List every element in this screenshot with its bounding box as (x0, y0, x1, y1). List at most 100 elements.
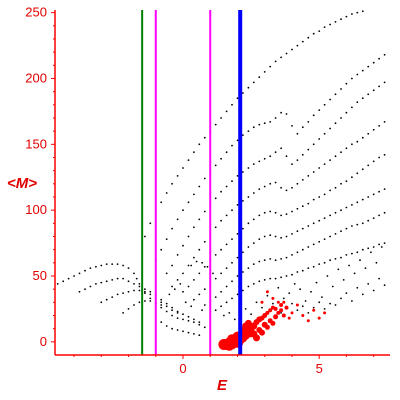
data-point (361, 69, 364, 72)
data-point (334, 155, 337, 158)
data-point (296, 309, 299, 312)
data-point (193, 151, 195, 154)
data-point (198, 323, 201, 326)
data-point (351, 225, 353, 227)
data-point (282, 297, 285, 300)
data-point (184, 301, 187, 304)
data-point (269, 155, 272, 158)
data-point (312, 143, 315, 146)
highlight-point (273, 314, 279, 320)
data-point (261, 306, 263, 309)
data-point (231, 103, 233, 106)
data-point (116, 293, 119, 296)
data-point (105, 298, 108, 301)
data-point (171, 327, 174, 330)
data-point (84, 269, 86, 272)
data-point (312, 265, 315, 268)
data-point (345, 206, 348, 209)
data-point (367, 247, 370, 250)
data-point (231, 238, 233, 241)
data-point (291, 163, 293, 166)
data-point (372, 193, 375, 196)
data-point (176, 254, 179, 256)
black-point-series (56, 10, 386, 337)
data-point (236, 97, 239, 100)
data-point (383, 53, 386, 56)
data-point (329, 23, 331, 26)
highlight-point (301, 314, 305, 317)
data-point (252, 242, 255, 245)
data-point (285, 235, 288, 238)
data-point (291, 254, 293, 256)
data-point (165, 272, 168, 275)
data-point (198, 334, 201, 337)
data-point (171, 182, 174, 185)
data-point (187, 319, 190, 322)
data-point (269, 182, 272, 185)
data-point (258, 214, 261, 217)
data-point (198, 272, 201, 275)
highlight-point (242, 322, 250, 330)
data-point (144, 292, 146, 294)
data-point (274, 277, 277, 280)
data-point (323, 103, 326, 106)
data-point (171, 314, 174, 317)
data-point (285, 275, 288, 277)
highlight-point (317, 316, 321, 320)
data-point (345, 292, 348, 294)
data-point (214, 123, 217, 126)
data-point (378, 57, 380, 60)
data-point (127, 280, 130, 283)
data-point (225, 267, 228, 269)
data-point (337, 268, 340, 271)
data-point (100, 264, 103, 267)
data-point (242, 134, 244, 137)
data-point (285, 52, 288, 55)
data-point (361, 248, 364, 251)
data-point (323, 163, 326, 166)
data-point (258, 238, 261, 241)
plot-area (56, 10, 386, 355)
data-point (263, 211, 266, 214)
data-point (277, 286, 280, 289)
data-point (312, 243, 315, 246)
data-point (280, 258, 282, 260)
data-point (225, 301, 228, 304)
data-point (116, 277, 119, 280)
data-point (176, 312, 179, 314)
data-point (214, 226, 217, 229)
data-point (367, 283, 370, 285)
data-point (203, 177, 206, 180)
data-point (280, 214, 282, 217)
data-point (323, 261, 326, 264)
data-point (323, 193, 326, 196)
data-point (372, 289, 375, 292)
data-point (182, 272, 184, 275)
data-point (285, 189, 288, 192)
data-point (378, 85, 380, 88)
data-point (301, 227, 304, 230)
data-point (274, 259, 277, 262)
highlight-point (282, 300, 286, 304)
data-point (144, 300, 146, 302)
data-point (252, 283, 255, 285)
data-point (301, 269, 304, 272)
data-point (203, 288, 206, 291)
highlight-point (281, 313, 286, 318)
data-point (351, 252, 353, 255)
data-point (318, 138, 321, 140)
data-point (274, 211, 277, 214)
data-point (225, 243, 228, 246)
data-point (345, 254, 348, 256)
data-point (301, 153, 304, 156)
data-point (315, 281, 318, 284)
y-tick-label: 200 (25, 70, 47, 85)
highlight-point (284, 305, 289, 310)
data-point (296, 251, 299, 254)
data-point (323, 238, 326, 241)
data-point (361, 293, 364, 296)
data-point (203, 326, 206, 329)
data-point (372, 128, 375, 131)
data-point (280, 276, 282, 279)
